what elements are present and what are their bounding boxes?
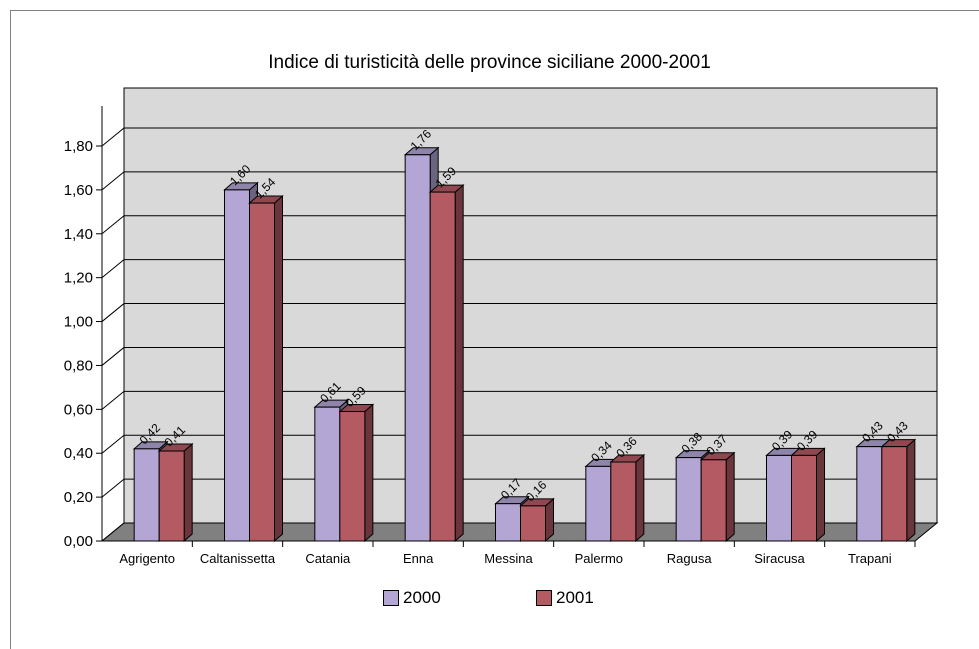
x-tick-label: Trapani <box>848 551 892 566</box>
bar-side <box>183 442 193 543</box>
bar <box>610 461 637 542</box>
bar <box>495 503 521 542</box>
gridline-depth <box>101 434 125 454</box>
y-tick-label: 1,40 <box>64 226 93 243</box>
y-tick-label: 1,00 <box>64 314 93 331</box>
gridline-depth <box>101 171 125 191</box>
bar <box>404 154 431 542</box>
bar <box>249 202 275 542</box>
y-tick-label: 0,20 <box>64 489 93 506</box>
bar-side <box>635 453 645 543</box>
bar <box>881 446 908 542</box>
bar-side <box>274 194 283 543</box>
gridline-depth <box>101 127 125 147</box>
x-tick-label: Catania <box>305 551 351 566</box>
x-tick-label: Caltanissetta <box>200 551 276 566</box>
bar <box>675 457 702 542</box>
x-tick-label: Enna <box>403 551 434 566</box>
legend-item-2000: 2000 <box>383 588 441 608</box>
y-tick-label: 0,60 <box>64 401 93 418</box>
gridline-depth <box>101 259 125 279</box>
y-tick-label: 1,80 <box>64 138 93 155</box>
bar-side <box>816 447 825 543</box>
y-tick-label: 0,00 <box>64 533 93 550</box>
bar <box>314 406 341 542</box>
x-tick-label: Palermo <box>575 551 623 566</box>
gridline-depth <box>101 303 125 322</box>
bar <box>766 454 792 542</box>
frame-border-top <box>10 10 979 11</box>
legend-label-2001: 2001 <box>556 588 594 607</box>
bar-side <box>725 451 735 543</box>
legend-label-2000: 2000 <box>403 588 441 607</box>
legend-swatch-2000 <box>383 590 399 606</box>
y-tick-label: 0,40 <box>64 445 93 462</box>
bar <box>520 505 546 542</box>
x-tick-label: Ragusa <box>667 551 713 566</box>
legend-item-2001: 2001 <box>536 588 594 608</box>
x-tick-label: Siracusa <box>754 551 805 566</box>
y-tick-label: 0,80 <box>64 357 93 374</box>
bar <box>133 448 160 542</box>
bar <box>585 465 612 542</box>
gridline-depth <box>101 522 125 542</box>
bar <box>224 189 250 542</box>
y-tick-label: 1,60 <box>64 182 93 199</box>
gridline-depth <box>101 347 125 366</box>
chart-title: Indice di turisticità delle province sic… <box>268 52 711 73</box>
bar <box>791 454 817 542</box>
y-tick-label: 1,20 <box>64 270 93 287</box>
bar-side <box>454 183 464 543</box>
gridline-depth <box>101 215 125 235</box>
x-tick-label: Messina <box>484 551 533 566</box>
gridline-depth <box>101 390 125 410</box>
bar <box>158 450 185 542</box>
bar <box>429 191 456 542</box>
bar-side <box>906 438 916 543</box>
legend-swatch-2001 <box>536 590 552 606</box>
bar-side <box>364 403 374 543</box>
bar <box>856 446 883 542</box>
gridline-depth <box>101 478 125 498</box>
bar <box>700 459 727 542</box>
bar <box>339 411 366 542</box>
x-tick-label: Agrigento <box>119 551 175 566</box>
frame-border-left <box>10 10 11 649</box>
